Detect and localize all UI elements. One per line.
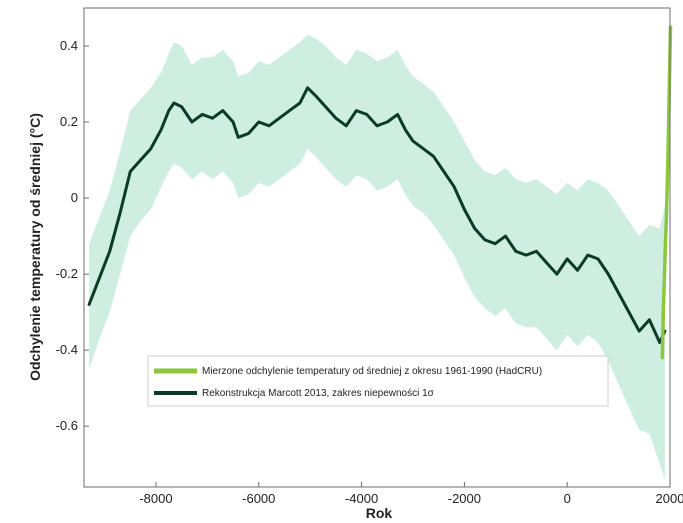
y-tick-label: -0.6: [56, 418, 78, 433]
uncertainty-band: [89, 34, 665, 480]
y-axis-title: Odchylenie temperatury od średniej (°C): [27, 113, 43, 381]
legend-box: [147, 355, 609, 407]
x-tick-label: -2000: [448, 491, 481, 506]
x-tick-label: -4000: [345, 491, 378, 506]
x-tick-label: 2000: [656, 491, 683, 506]
reconstruction-line: [87, 86, 667, 344]
y-tick-label: -0.4: [56, 342, 78, 357]
uncertainty-band-layer: [89, 34, 665, 480]
x-tick-label: -6000: [242, 491, 275, 506]
axis-tick-layer: -8000 -6000 -4000 -2000 0 2000 0.4 0.2 0 -0.2 -0.4…: [56, 38, 683, 506]
y-tick-label: 0.4: [60, 38, 78, 53]
x-axis-title: Rok: [366, 505, 393, 521]
plot-frame: [83, 7, 671, 488]
legend: Mierzone odchylenie temperatury od średn…: [147, 355, 609, 407]
measured-line: [660, 25, 673, 360]
legend-label-marcott: Rekonstrukcja Marcott 2013, zakres niepe…: [202, 388, 435, 399]
x-tick-label: 0: [564, 491, 571, 506]
y-tick-label: -0.2: [56, 266, 78, 281]
legend-label-hadcru: Mierzone odchylenie temperatury od średn…: [202, 366, 542, 377]
y-tick-label: 0.2: [60, 114, 78, 129]
x-tick-label: -8000: [139, 491, 172, 506]
series-line-layer: [87, 25, 673, 360]
y-tick-label: 0: [71, 190, 78, 205]
